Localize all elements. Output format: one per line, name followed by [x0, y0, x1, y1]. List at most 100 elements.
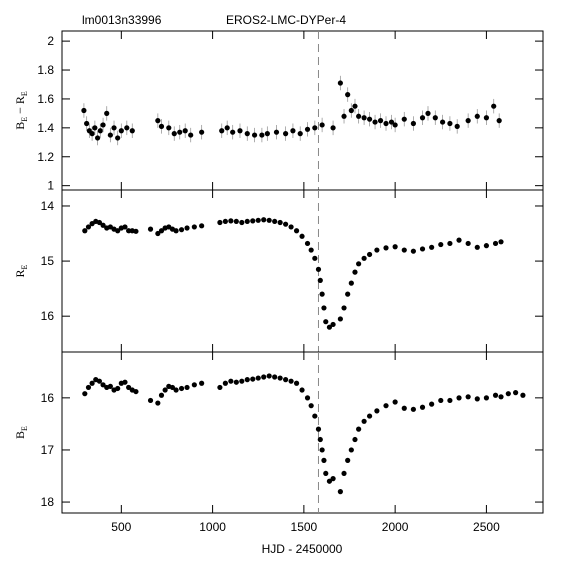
x-axis-label: HJD - 2450000	[262, 542, 343, 556]
data-point	[85, 224, 92, 230]
chart-title: EROS2-LMC-DYPer-4	[226, 13, 346, 27]
data-point	[312, 125, 318, 131]
y-tick-label: 16	[41, 391, 55, 405]
data-point	[361, 115, 367, 121]
data-point	[219, 128, 225, 134]
data-point	[498, 239, 504, 245]
data-point	[356, 426, 362, 432]
data-point	[277, 375, 283, 381]
data-point	[326, 324, 333, 330]
data-point	[337, 489, 343, 495]
data-point	[456, 395, 462, 401]
data-point	[104, 110, 110, 116]
data-point	[158, 123, 165, 129]
data-point	[178, 227, 185, 233]
data-point	[272, 374, 278, 380]
data-point	[315, 266, 322, 272]
data-point	[239, 378, 245, 384]
data-point	[171, 131, 177, 137]
data-point	[92, 125, 98, 131]
data-point	[317, 436, 323, 443]
x-tick-label: 1500	[291, 520, 318, 534]
data-point	[474, 113, 480, 119]
data-point	[447, 397, 453, 404]
data-point	[261, 374, 267, 380]
data-point	[319, 447, 325, 453]
data-point	[133, 388, 139, 395]
data-point	[304, 395, 311, 401]
data-point	[465, 394, 471, 400]
data-point	[89, 380, 95, 386]
data-point	[288, 378, 294, 384]
data-point	[401, 116, 407, 122]
data-point	[388, 119, 395, 125]
data-point	[158, 392, 165, 398]
data-point	[474, 396, 480, 402]
data-point	[237, 128, 243, 134]
data-point	[82, 228, 88, 234]
data-point	[454, 123, 460, 129]
data-point	[438, 241, 444, 248]
x-tick-label: 1000	[199, 520, 226, 534]
y-label-subscript: E	[20, 91, 29, 96]
data-point	[491, 103, 497, 109]
data-point	[199, 223, 205, 229]
data-point	[348, 280, 354, 286]
data-point	[244, 131, 250, 137]
data-point	[392, 244, 398, 250]
y-label-part: − R	[13, 96, 27, 117]
data-point	[184, 384, 190, 391]
data-point	[126, 384, 132, 391]
data-point	[383, 245, 389, 251]
data-point	[330, 321, 336, 328]
data-point	[312, 255, 318, 261]
data-point	[100, 382, 106, 388]
data-point	[345, 92, 351, 98]
y-label-part: R	[13, 269, 27, 277]
data-point	[162, 387, 168, 393]
data-point	[317, 277, 323, 283]
data-point	[155, 400, 161, 406]
data-point	[483, 243, 490, 249]
data-point	[392, 399, 398, 405]
data-point	[107, 132, 113, 138]
data-point	[230, 129, 236, 135]
data-point	[118, 128, 124, 134]
y-label-subscript: E	[20, 264, 29, 269]
data-point	[147, 226, 154, 232]
data-point	[361, 418, 367, 424]
data-point	[483, 115, 490, 121]
data-point	[492, 240, 499, 247]
data-point	[366, 413, 373, 419]
data-point	[233, 379, 239, 385]
data-point	[299, 233, 305, 239]
data-point	[147, 397, 154, 404]
y-tick-label: 2	[47, 34, 54, 48]
y-tick-label: 16	[41, 309, 55, 323]
data-point	[96, 219, 103, 226]
data-point	[356, 261, 362, 267]
data-point	[255, 217, 261, 223]
data-point	[251, 132, 258, 138]
x-tick-label: 500	[111, 520, 131, 534]
data-point	[330, 125, 336, 131]
data-point	[224, 125, 230, 131]
data-point	[124, 125, 130, 131]
data-point	[100, 222, 106, 228]
data-point	[261, 217, 267, 223]
data-point	[432, 115, 438, 121]
data-point	[107, 383, 113, 389]
data-point	[337, 80, 343, 86]
data-point	[419, 115, 426, 121]
y-tick-label: 1.8	[37, 63, 54, 77]
data-point	[410, 248, 416, 254]
data-point	[429, 244, 435, 250]
data-point	[182, 128, 188, 134]
data-point	[345, 457, 351, 463]
data-point	[97, 128, 103, 134]
data-point	[188, 132, 194, 138]
data-point	[255, 375, 261, 381]
data-point	[96, 378, 103, 384]
data-point	[166, 125, 172, 131]
